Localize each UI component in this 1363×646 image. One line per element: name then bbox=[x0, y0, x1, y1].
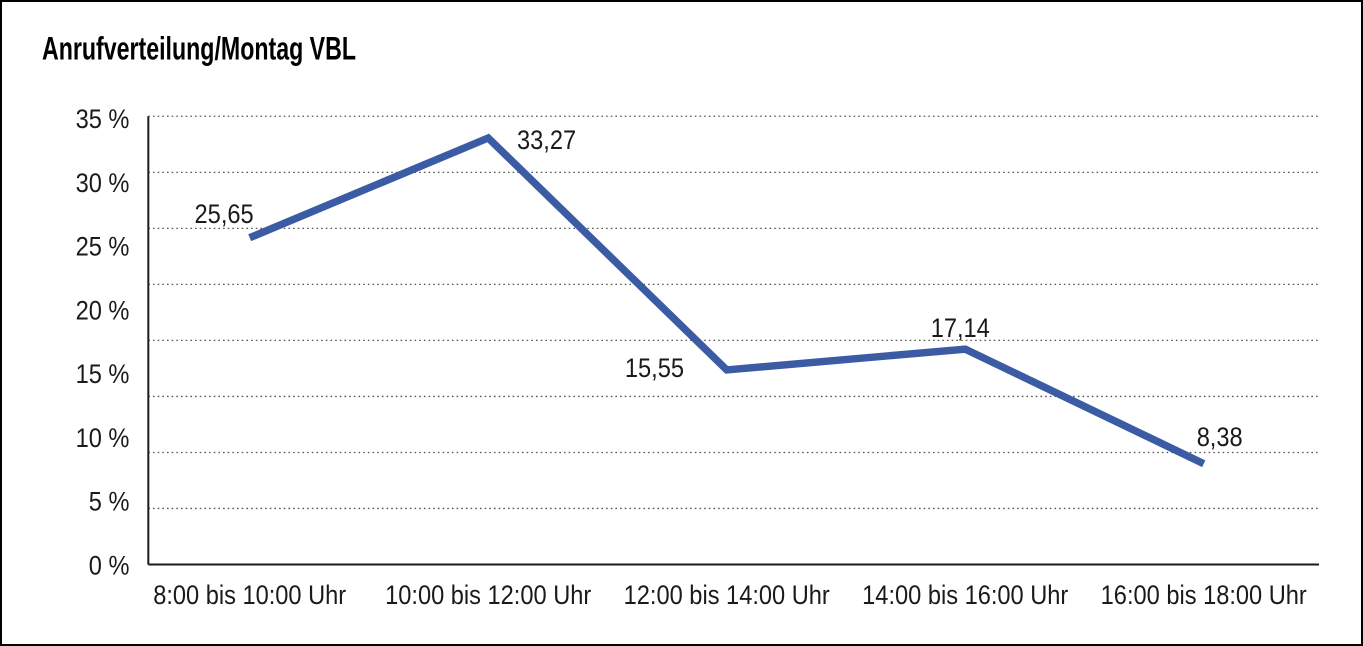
y-axis-tick-label: 35 % bbox=[76, 104, 130, 134]
data-series-polyline bbox=[248, 133, 1206, 468]
y-axis-tick-label: 30 % bbox=[76, 168, 130, 198]
x-axis-category-label: 12:00 bis 14:00 Uhr bbox=[624, 580, 830, 610]
data-point-label: 8,38 bbox=[1197, 422, 1243, 452]
data-point-label: 15,55 bbox=[625, 353, 684, 383]
y-axis-tick-label: 10 % bbox=[76, 423, 130, 453]
data-point-label: 25,65 bbox=[195, 199, 254, 229]
data-point-label: 17,14 bbox=[931, 313, 990, 343]
x-axis-category-label: 10:00 bis 12:00 Uhr bbox=[385, 580, 591, 610]
x-axis-category-label: 14:00 bis 16:00 Uhr bbox=[862, 580, 1068, 610]
data-point-label: 33,27 bbox=[517, 125, 576, 155]
y-axis-tick-label: 15 % bbox=[76, 359, 130, 389]
x-axis-category-label: 8:00 bis 10:00 Uhr bbox=[153, 580, 346, 610]
y-axis-tick-label: 20 % bbox=[76, 295, 130, 325]
x-axis-category-label: 16:00 bis 18:00 Uhr bbox=[1101, 580, 1307, 610]
chart-title: Anrufverteilung/Montag VBL bbox=[42, 30, 356, 67]
y-axis-tick-label: 0 % bbox=[89, 550, 130, 580]
y-axis-tick-label: 5 % bbox=[89, 487, 130, 517]
y-axis-tick-label: 25 % bbox=[76, 232, 130, 262]
